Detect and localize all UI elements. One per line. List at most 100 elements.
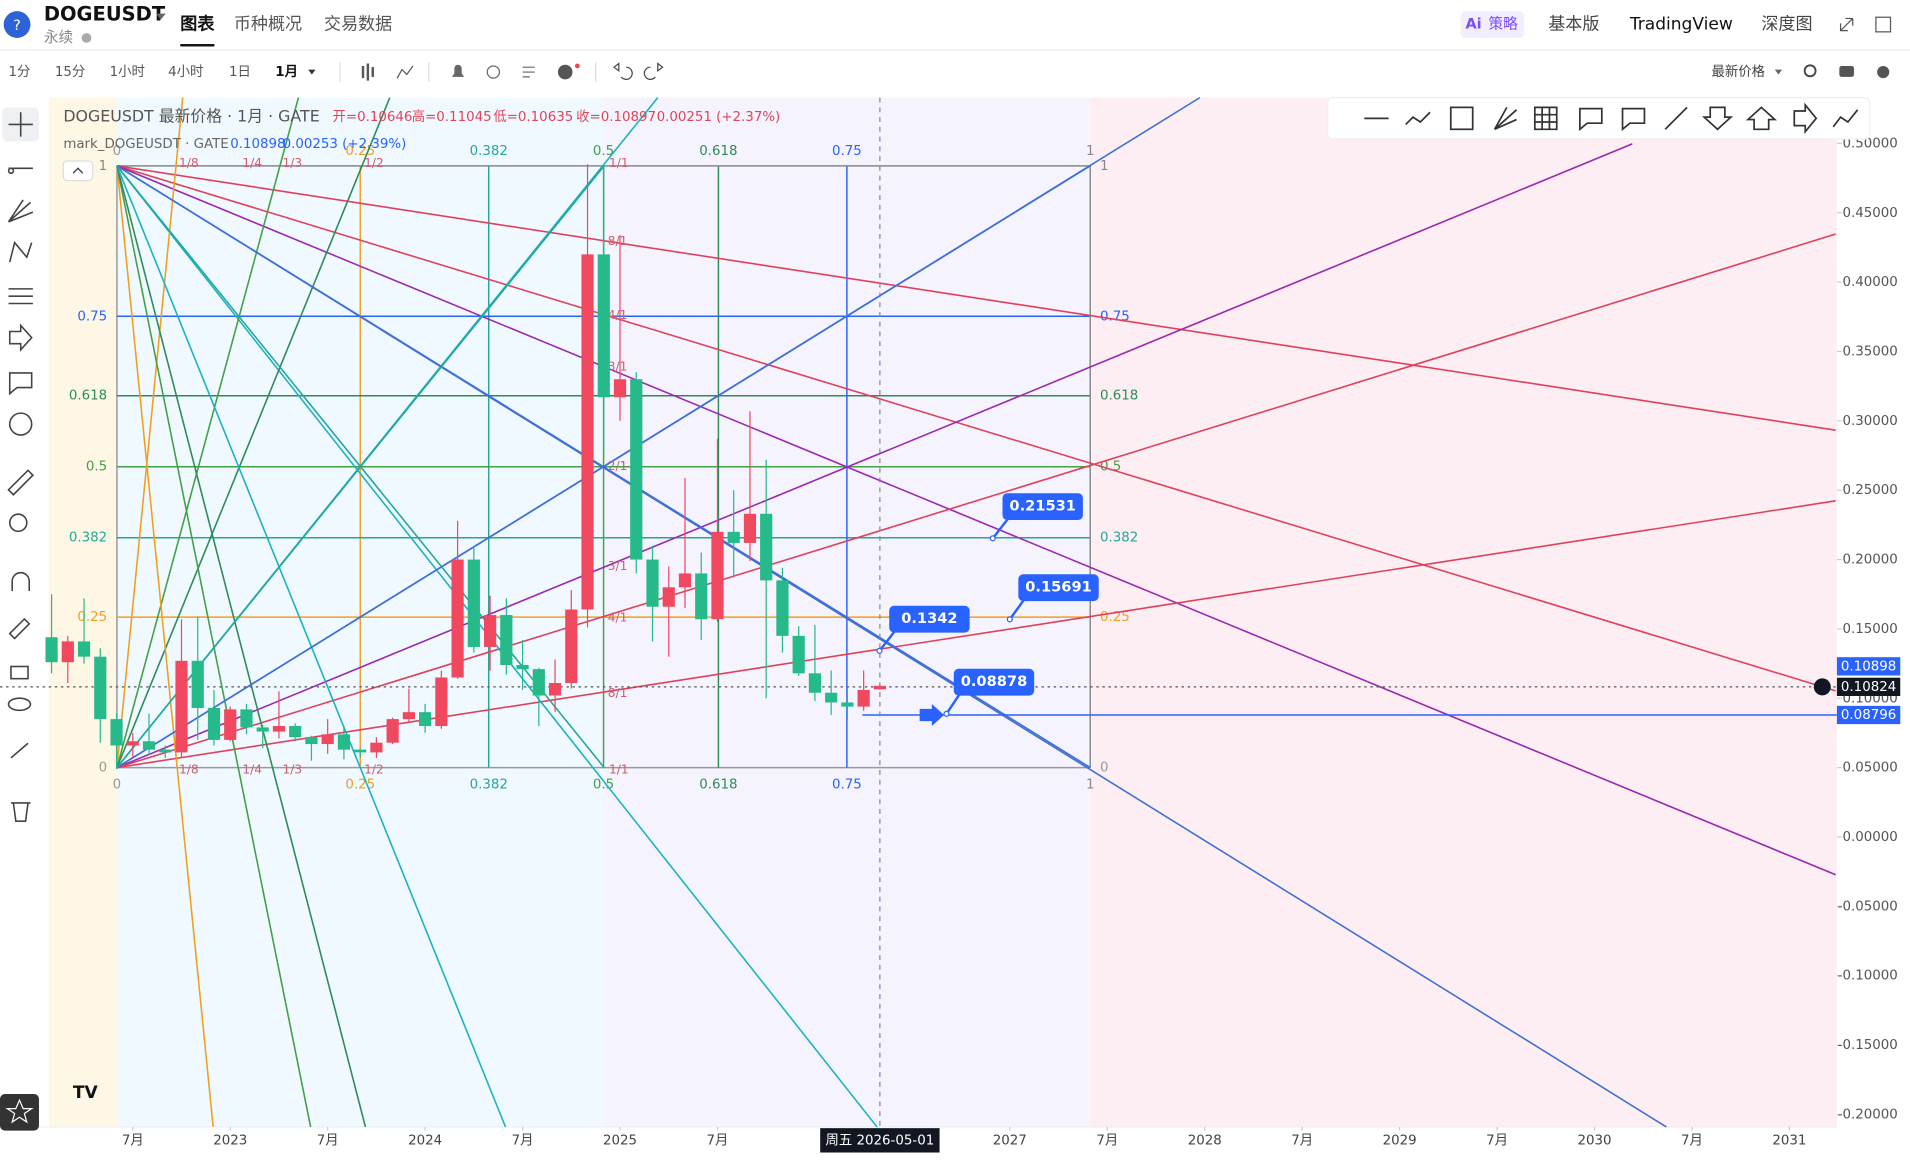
link-tool[interactable] <box>10 742 29 759</box>
gann-label: 0.382 <box>470 778 508 793</box>
draw-lock-tool[interactable] <box>8 617 31 640</box>
candle-body <box>370 742 383 753</box>
candle-body <box>142 741 156 750</box>
y-tick-label: 0.45000 <box>1843 206 1898 221</box>
palette-tool[interactable] <box>1449 106 1474 131</box>
line-tool[interactable] <box>7 167 33 174</box>
palette-tool[interactable] <box>1579 107 1603 132</box>
y-tick-label: 0.50000 <box>1843 136 1898 151</box>
interval[interactable]: 1月 <box>275 64 298 80</box>
undo-icon[interactable] <box>612 62 633 80</box>
indicator-icon[interactable] <box>396 65 414 79</box>
tab[interactable]: 币种概况 <box>234 15 302 35</box>
candle-body <box>402 712 415 720</box>
price-source-dropdown[interactable] <box>1774 69 1783 75</box>
right-tab[interactable]: TradingView <box>1629 15 1733 35</box>
crosshair-tool[interactable] <box>8 112 33 137</box>
visibility-tool[interactable] <box>7 697 32 712</box>
ai-badge-bg[interactable] <box>1460 11 1524 38</box>
camera-icon[interactable] <box>1839 65 1854 77</box>
window-icon[interactable] <box>1875 16 1892 33</box>
candle-body <box>175 660 188 753</box>
tab-underline <box>180 44 215 47</box>
palette-tool[interactable] <box>1701 106 1734 131</box>
x-tick-label: 7月 <box>512 1133 534 1148</box>
delete-tool[interactable] <box>10 802 31 822</box>
y-tick-label: 0.00000 <box>1843 830 1898 845</box>
pattern-tool[interactable] <box>8 240 33 263</box>
palette-tool[interactable] <box>1793 102 1818 135</box>
price-label: 0.08796 <box>1841 708 1896 723</box>
x-tick-label: 2027 <box>993 1133 1027 1148</box>
candle-body <box>678 573 692 588</box>
palette-tool[interactable] <box>1533 106 1558 131</box>
interval-dropdown[interactable] <box>308 69 316 75</box>
lock-tool[interactable] <box>10 665 29 680</box>
interval[interactable]: 15分 <box>55 64 85 80</box>
collapse-legend[interactable] <box>62 160 94 182</box>
drawing-line <box>116 500 1836 769</box>
palette-tool[interactable] <box>1621 107 1646 132</box>
drawing-line <box>116 165 1836 431</box>
callout-box <box>889 605 970 633</box>
candle-body <box>159 749 172 753</box>
help-icon[interactable] <box>3 11 31 38</box>
gann-label: 0.5 <box>593 144 614 159</box>
fan-tool[interactable] <box>7 199 34 223</box>
favorite-button[interactable] <box>0 1094 39 1131</box>
redo-icon[interactable] <box>643 62 664 80</box>
symbol-dropdown[interactable] <box>155 13 166 20</box>
fib-tool[interactable] <box>8 288 33 305</box>
palette-tool[interactable] <box>1745 106 1777 131</box>
interval[interactable]: 1分 <box>9 64 31 80</box>
candle-body <box>435 677 448 727</box>
interval[interactable]: 1小时 <box>110 64 145 80</box>
candle-body <box>565 609 578 684</box>
drawing-line <box>116 97 184 768</box>
add-icon[interactable] <box>557 64 573 80</box>
text-tool[interactable] <box>8 372 33 396</box>
gann-label: 0.75 <box>832 778 862 793</box>
magnet-tool[interactable] <box>11 571 31 591</box>
candle-type-icon[interactable] <box>361 63 374 81</box>
zoom-tool[interactable] <box>8 513 28 533</box>
expand-icon[interactable] <box>1839 17 1854 32</box>
symbol[interactable]: DOGEUSDT <box>44 2 166 25</box>
tab[interactable]: 交易数据 <box>324 15 392 35</box>
callout-pointer <box>991 515 1011 540</box>
arrow-tool[interactable] <box>8 323 33 352</box>
search-icon[interactable] <box>1803 64 1817 78</box>
tab[interactable]: 图表 <box>180 14 215 35</box>
palette-tool[interactable] <box>1493 106 1518 131</box>
drawing-line <box>116 165 312 1128</box>
replay-icon[interactable] <box>486 65 501 79</box>
info-icon[interactable] <box>81 33 92 43</box>
right-tab[interactable]: 策略 <box>1489 16 1519 33</box>
candle-body <box>548 683 562 696</box>
ruler-tool[interactable] <box>7 469 35 496</box>
template-icon[interactable] <box>522 66 535 78</box>
settings-icon[interactable] <box>1877 65 1890 79</box>
interval[interactable]: 4小时 <box>168 64 203 80</box>
emoji-tool[interactable] <box>8 412 33 436</box>
right-tab[interactable]: 深度图 <box>1761 15 1812 35</box>
palette-tool[interactable] <box>1405 111 1431 126</box>
candle-body <box>630 379 643 560</box>
crosshair-label-bg <box>820 1128 940 1153</box>
candle-body <box>386 719 399 743</box>
alert-icon[interactable] <box>451 64 465 77</box>
candle-body <box>825 692 838 703</box>
drawing-line <box>116 233 1836 769</box>
fan-label: 3/1 <box>608 359 628 373</box>
palette-tool[interactable] <box>1832 109 1859 128</box>
gann-label: 0.618 <box>1100 389 1138 404</box>
drawing-line <box>116 165 367 1128</box>
candle-body <box>776 580 789 636</box>
fan-label: 1/1 <box>609 763 629 777</box>
palette-tool[interactable] <box>1664 106 1688 130</box>
interval[interactable]: 1日 <box>229 65 251 80</box>
callout-anchor <box>943 710 950 717</box>
right-tab[interactable]: 基本版 <box>1548 15 1599 35</box>
price-source[interactable]: 最新价格 <box>1711 64 1765 80</box>
candle-body <box>808 673 822 693</box>
